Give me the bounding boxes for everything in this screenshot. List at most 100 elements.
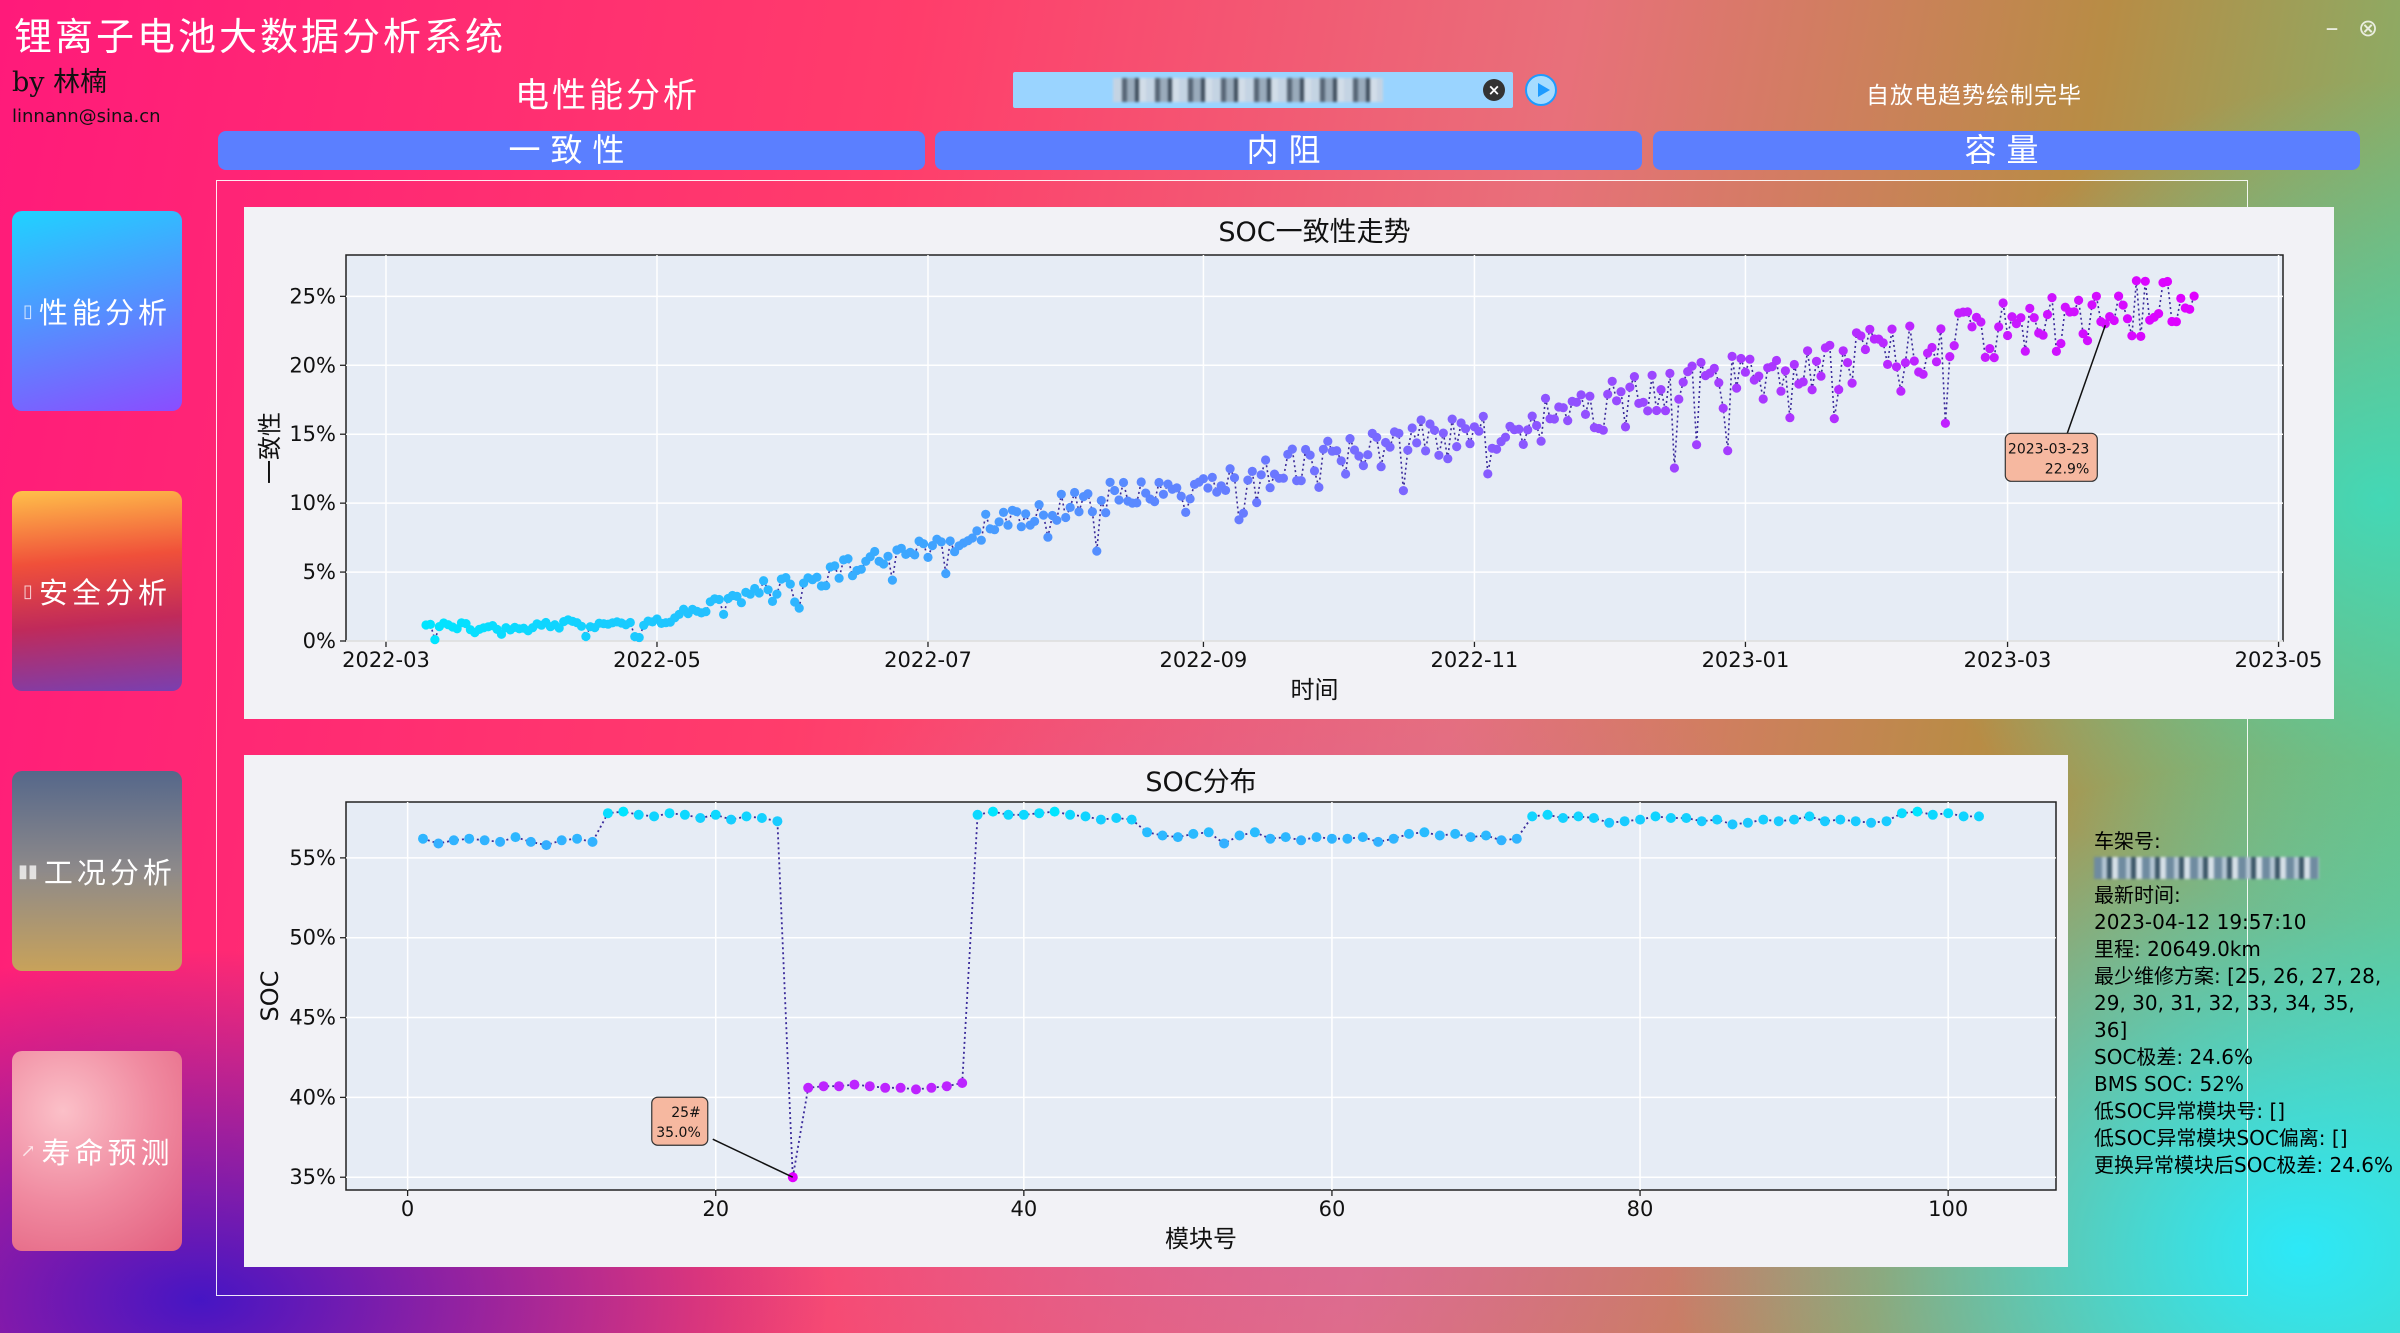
data-point [1598,425,1608,435]
data-point [1243,475,1253,485]
data-point [2189,291,2199,301]
data-point [2020,346,2030,356]
data-point [821,581,831,591]
data-point [926,1082,937,1093]
data-point [1421,446,1431,456]
y-tick-label: 20% [289,353,336,377]
data-point [1056,489,1066,499]
data-point [602,808,613,819]
data-point [1860,344,1870,355]
x-tick-label: 40 [1010,1197,1037,1221]
data-point [1643,406,1653,416]
run-analysis-button[interactable] [1525,74,1557,106]
sidebar-item-safety[interactable]: ▯ 安全分析 [12,491,182,691]
data-point [2114,291,2124,301]
data-point [1865,324,1875,334]
data-point [1376,462,1386,472]
sidebar-item-operating-conditions[interactable]: ▮▮ 工况分析 [12,771,182,971]
close-icon[interactable]: ⊗ [2357,14,2379,42]
data-point [1542,809,1553,820]
data-point [1789,814,1800,825]
sidebar-item-life-prediction[interactable]: ↗ 寿命预测 [12,1051,182,1251]
vehicle-id-input[interactable]: × [1013,72,1513,108]
data-point [1967,322,1977,332]
tab-capacity[interactable]: 容量 [1653,131,2360,170]
data-point [701,607,711,617]
y-axis-label: 一致性 [256,412,284,484]
data-point [880,1082,891,1093]
battery-icon: ▯ [23,580,33,602]
data-point [1776,386,1786,396]
data-point [1101,508,1111,518]
info-bms-soc: BMS SOC: 52% [2094,1072,2244,1096]
data-point [1588,813,1599,823]
y-tick-label: 50% [289,926,336,950]
data-point [923,552,933,562]
data-point [1974,811,1984,822]
data-point [759,576,769,586]
data-point [1203,827,1214,838]
data-point [1736,353,1746,364]
y-tick-label: 15% [289,422,336,446]
data-point [1834,385,1844,395]
data-point [1527,411,1537,421]
data-point [1049,806,1060,817]
data-point [1065,502,1075,512]
data-point [554,623,564,633]
data-point [1989,353,1999,363]
info-soc-range: SOC极差: 24.6% [2094,1045,2254,1069]
data-point [1660,406,1671,416]
data-point [1465,832,1476,843]
annotation-value: 35.0% [656,1125,700,1141]
data-point [1958,811,1969,822]
y-tick-label: 45% [289,1006,336,1030]
data-point [1326,833,1337,844]
data-point [1126,814,1137,825]
data-point [941,1081,952,1092]
data-point [572,833,583,844]
data-point [754,588,764,598]
bar-chart-icon: ▮▮ [18,860,38,882]
data-point [1816,371,1826,381]
data-point [1309,466,1320,476]
minimize-icon[interactable]: – [2325,13,2339,43]
data-point [1461,424,1471,434]
data-point [2007,312,2017,322]
info-range-after-replace: 更换异常模块后SOC极差: 24.6% [2094,1153,2394,1177]
data-point [1095,814,1106,825]
data-point [1311,832,1322,843]
info-mileage: 里程: 20649.0km [2094,937,2261,961]
tab-consistency[interactable]: 一致性 [218,131,925,170]
data-point [448,835,459,846]
data-point [1203,483,1213,493]
data-point [910,550,920,560]
data-point [1936,324,1946,334]
data-point [726,814,737,825]
data-point [1829,414,1839,424]
data-point [1354,451,1364,461]
sidebar-item-performance[interactable]: ▯ 性能分析 [12,211,182,411]
x-tick-label: 2023-01 [1702,648,1790,672]
data-point [772,816,783,827]
data-point [967,533,978,543]
data-point [1404,828,1414,839]
data-point [2176,293,2186,303]
data-point [1918,369,1928,379]
data-point [1619,816,1630,827]
data-point [1158,489,1168,499]
data-point [843,554,853,564]
data-point [1773,816,1784,827]
data-point [587,836,598,847]
data-point [1157,830,1168,841]
y-tick-label: 40% [289,1085,336,1109]
data-point [2056,338,2066,349]
data-point [1030,516,1040,526]
data-point [1492,444,1502,454]
data-point [1443,454,1453,464]
x-tick-label: 2023-05 [2235,648,2323,672]
info-low-soc-modules: 低SOC异常模块号: [] [2094,1099,2286,1123]
tab-internal-resistance[interactable]: 内阻 [935,131,1642,170]
clear-icon[interactable]: × [1483,79,1505,101]
data-point [581,631,591,642]
data-point [1558,403,1568,413]
